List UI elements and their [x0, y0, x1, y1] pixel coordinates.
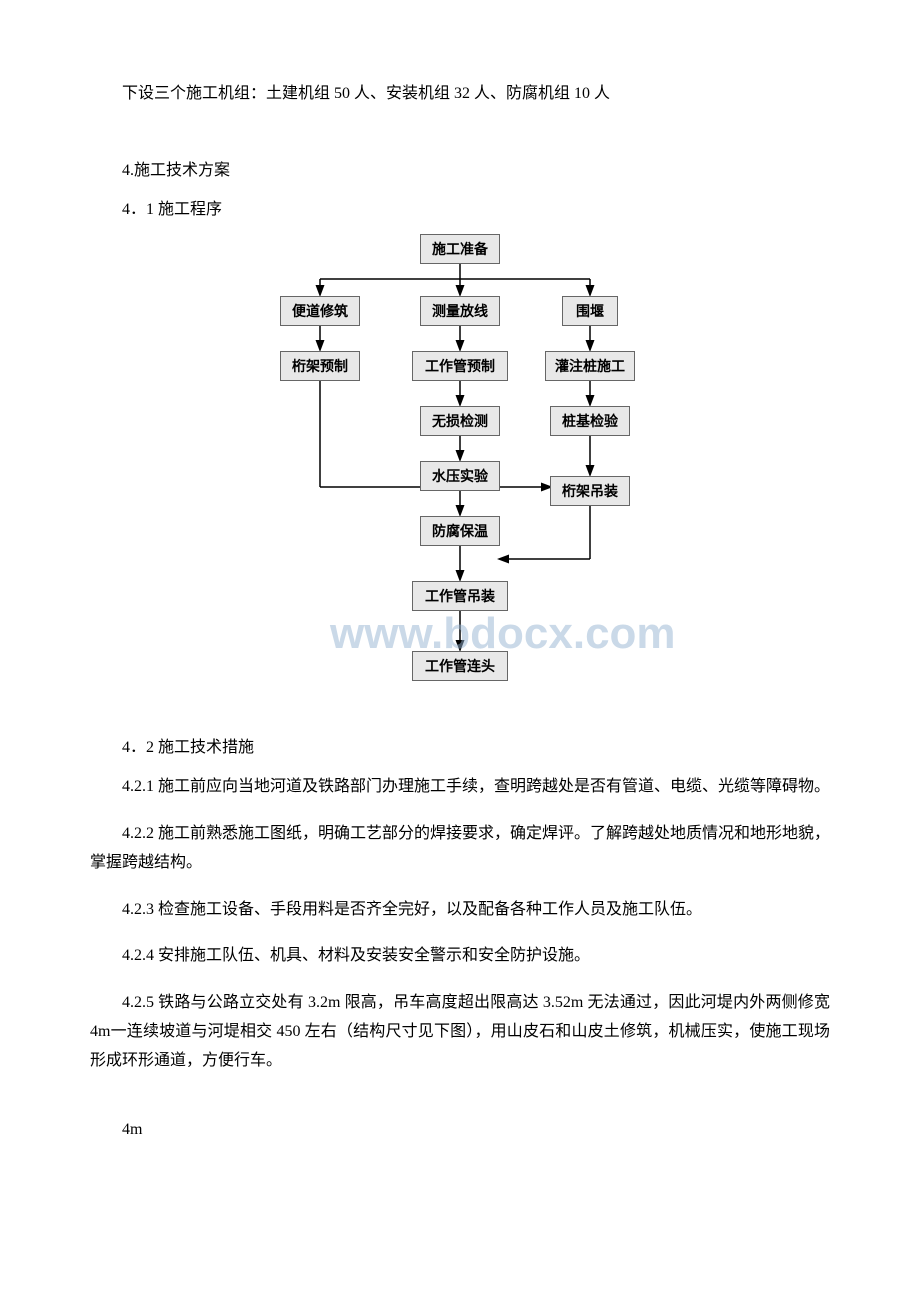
- flownode-cofferdam: 围堰: [562, 296, 618, 326]
- flownode-survey: 测量放线: [420, 296, 500, 326]
- flownode-hydro: 水压实验: [420, 461, 500, 491]
- flownode-road: 便道修筑: [280, 296, 360, 326]
- para-4-2-5: 4.2.5 铁路与公路立交处有 3.2m 限高，吊车高度超出限高达 3.52m …: [90, 989, 830, 1075]
- para-4-2-2: 4.2.2 施工前熟悉施工图纸，明确工艺部分的焊接要求，确定焊评。了解跨越处地质…: [90, 820, 830, 878]
- flownode-pile: 灌注桩施工: [545, 351, 635, 381]
- para-4-2-1: 4.2.1 施工前应向当地河道及铁路部门办理施工手续，查明跨越处是否有管道、电缆…: [90, 773, 830, 802]
- para-4-2-4: 4.2.4 安排施工队伍、机具、材料及安装安全警示和安全防护设施。: [90, 942, 830, 971]
- flownode-pipe-joint: 工作管连头: [412, 651, 508, 681]
- flownode-pipe-prefab: 工作管预制: [412, 351, 508, 381]
- flownode-truss-prefab: 桁架预制: [280, 351, 360, 381]
- flownode-anticorrosion: 防腐保温: [420, 516, 500, 546]
- flownode-pipe-hoist: 工作管吊装: [412, 581, 508, 611]
- flowchart-container: 施工准备 便道修筑 测量放线 围堰 桁架预制 工作管预制 灌注桩施工 无损检测 …: [90, 234, 830, 704]
- section-4-1-title: 4．1 施工程序: [90, 196, 830, 225]
- footer-dimension: 4m: [90, 1116, 830, 1145]
- intro-paragraph: 下设三个施工机组：土建机组 50 人、安装机组 32 人、防腐机组 10 人: [90, 80, 830, 109]
- flownode-ndt: 无损检测: [420, 406, 500, 436]
- flowchart: 施工准备 便道修筑 测量放线 围堰 桁架预制 工作管预制 灌注桩施工 无损检测 …: [250, 234, 670, 704]
- flownode-pile-test: 桩基检验: [550, 406, 630, 436]
- flownode-prep: 施工准备: [420, 234, 500, 264]
- section-4-title: 4.施工技术方案: [90, 157, 830, 186]
- para-4-2-3: 4.2.3 检查施工设备、手段用料是否齐全完好，以及配备各种工作人员及施工队伍。: [90, 896, 830, 925]
- flownode-truss-hoist: 桁架吊装: [550, 476, 630, 506]
- section-4-2-title: 4．2 施工技术措施: [90, 734, 830, 763]
